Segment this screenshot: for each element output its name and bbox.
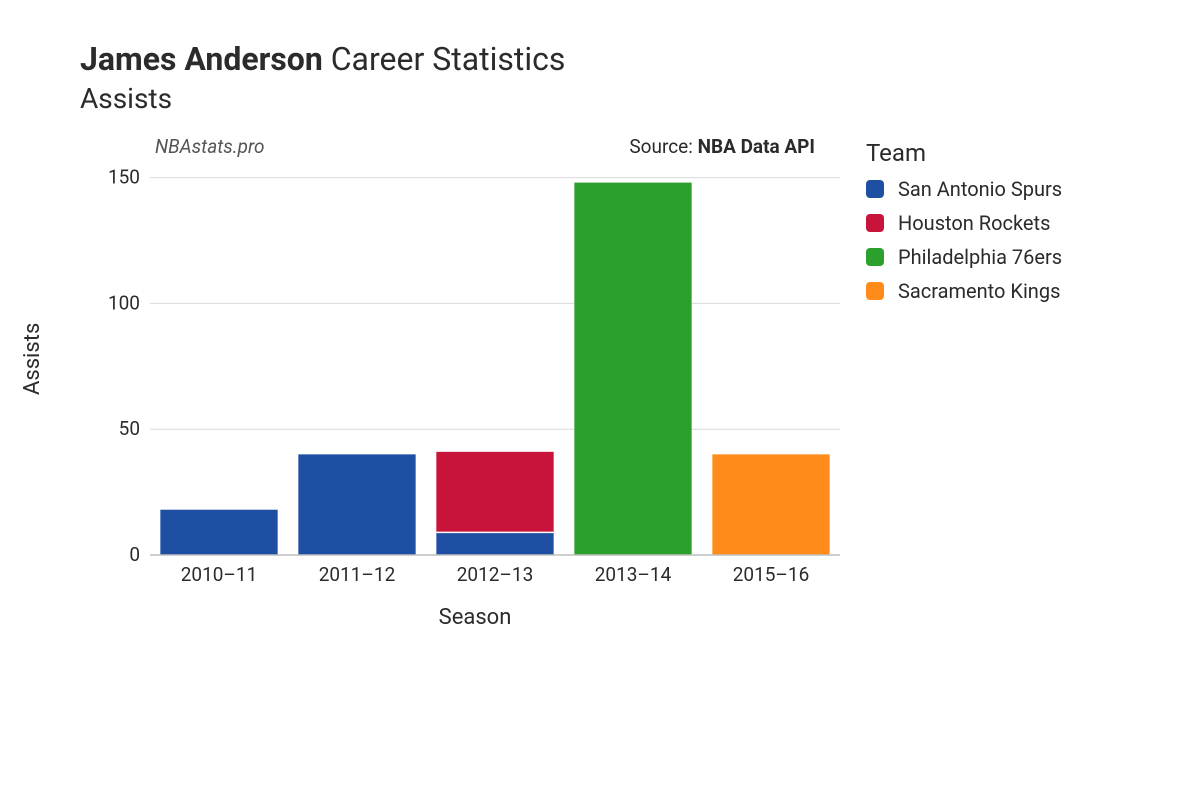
x-tick-label: 2015–16	[733, 563, 810, 586]
y-axis-label: Assists	[20, 323, 45, 395]
bar-segment	[712, 454, 829, 555]
source-credit: Source: NBA Data API	[629, 135, 815, 158]
source-prefix: Source:	[629, 135, 697, 158]
bar-chart: 0 50 100 150 2010–11 2011–12 2012–13 2013–14 201…	[100, 161, 850, 591]
bar-segment	[298, 454, 415, 555]
legend-swatch	[866, 180, 884, 198]
legend-item: Sacramento Kings	[866, 279, 1062, 303]
x-tick-label: 2010–11	[181, 563, 258, 586]
title-rest: Career Statistics	[323, 40, 566, 78]
bar-segment	[436, 532, 553, 555]
chart-container: James Anderson Career Statistics Assists…	[0, 0, 1200, 660]
chart-subtitle: Assists	[80, 82, 1170, 115]
legend-swatch	[866, 214, 884, 232]
legend-item: Houston Rockets	[866, 211, 1062, 235]
x-tick-label: 2012–13	[457, 563, 534, 586]
chart-annotations: NBAstats.pro Source: NBA Data API	[100, 135, 850, 161]
chart-title: James Anderson Career Statistics	[80, 40, 1170, 78]
x-tick-label: 2011–12	[319, 563, 396, 586]
legend-item: Philadelphia 76ers	[866, 245, 1062, 269]
legend-swatch	[866, 248, 884, 266]
site-watermark: NBAstats.pro	[155, 135, 265, 158]
x-tick-label: 2013–14	[595, 563, 672, 586]
y-tick-label: 150	[108, 166, 140, 189]
legend-label: Houston Rockets	[898, 211, 1050, 235]
legend-swatch	[866, 282, 884, 300]
y-tick-label: 0	[129, 543, 140, 566]
source-name: NBA Data API	[698, 135, 815, 158]
y-tick-label: 100	[108, 291, 140, 314]
bar-segment	[436, 452, 553, 533]
bar-segment	[160, 510, 277, 555]
title-player: James Anderson	[80, 40, 323, 78]
bar-segment	[574, 183, 691, 555]
legend-label: San Antonio Spurs	[898, 177, 1062, 201]
legend-item: San Antonio Spurs	[866, 177, 1062, 201]
legend: Team San Antonio Spurs Houston Rockets Phi…	[866, 139, 1062, 313]
legend-label: Philadelphia 76ers	[898, 245, 1062, 269]
y-tick-label: 50	[119, 417, 140, 440]
legend-label: Sacramento Kings	[898, 279, 1060, 303]
legend-items: San Antonio Spurs Houston Rockets Philadel…	[866, 177, 1062, 303]
legend-title: Team	[866, 139, 1062, 167]
plot-area: NBAstats.pro Source: NBA Data API 0 50 100…	[100, 135, 850, 630]
chart-body: Assists NBAstats.pro Source: NBA Data AP…	[30, 135, 1170, 630]
x-axis-label: Season	[100, 605, 850, 630]
